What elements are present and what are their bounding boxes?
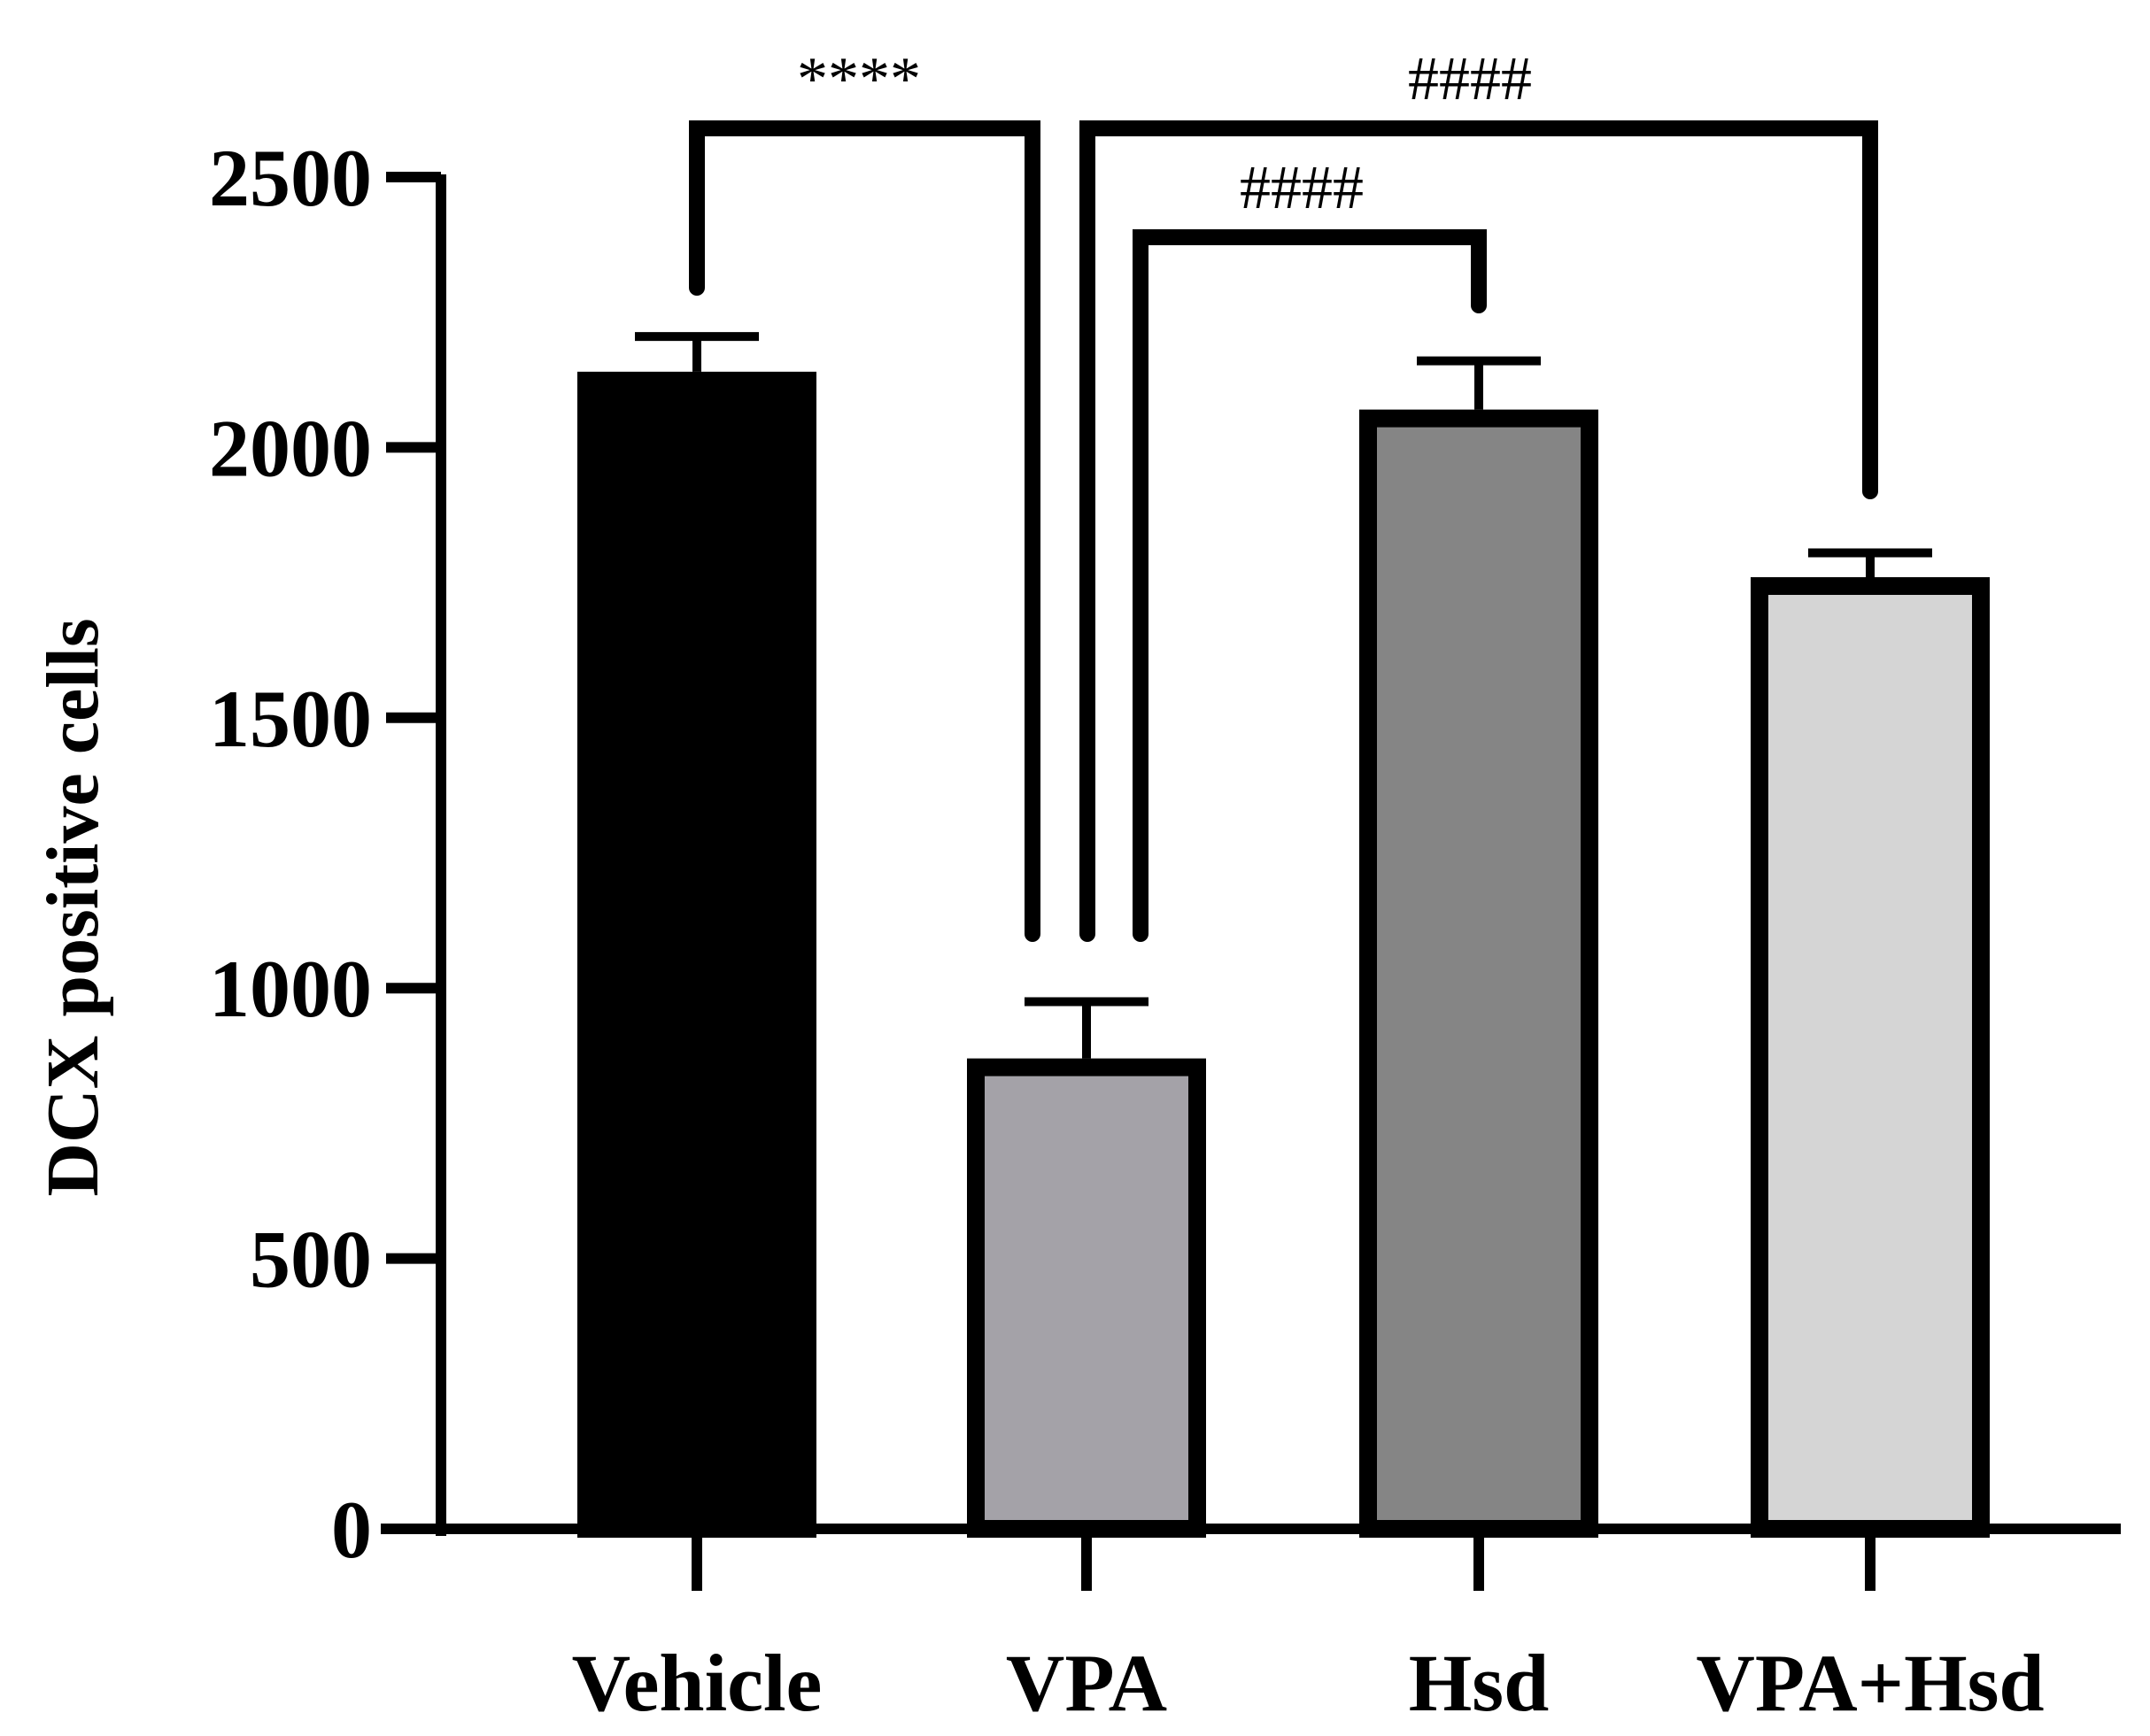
bar-vpa-hsd <box>1751 576 1990 1539</box>
significance-bracket <box>1079 120 1878 942</box>
y-tick-label: 500 <box>250 1215 372 1305</box>
significance-label: **** <box>797 45 921 113</box>
significance-label: #### <box>1240 154 1364 222</box>
bars <box>577 332 1990 1539</box>
x-category-label: VPA+Hsd <box>1696 1638 2044 1728</box>
x-category-label: Vehicle <box>572 1638 823 1728</box>
y-tick-label: 2000 <box>209 403 372 493</box>
significance-label: #### <box>1408 45 1532 113</box>
significance-bracket <box>689 120 1040 942</box>
x-category-label: Hsd <box>1409 1638 1550 1728</box>
bar-vehicle <box>577 371 816 1539</box>
x-axis: Vehicle VPA Hsd VPA+Hsd <box>381 1524 2121 1728</box>
bar-vpa <box>967 1058 1206 1538</box>
y-tick-label: 1500 <box>209 674 372 764</box>
y-tick-label: 1000 <box>209 944 372 1034</box>
bar-hsd <box>1359 409 1598 1538</box>
y-tick-label: 2500 <box>209 133 372 223</box>
significance-brackets: **** #### #### <box>689 45 1878 942</box>
x-category-label: VPA <box>1006 1638 1167 1728</box>
y-axis-title: DCX positive cells <box>32 618 114 1196</box>
y-axis: 0 500 1000 1500 2000 2500 <box>209 133 446 1575</box>
y-tick-label: 0 <box>331 1485 372 1575</box>
significance-bracket <box>1133 229 1487 942</box>
